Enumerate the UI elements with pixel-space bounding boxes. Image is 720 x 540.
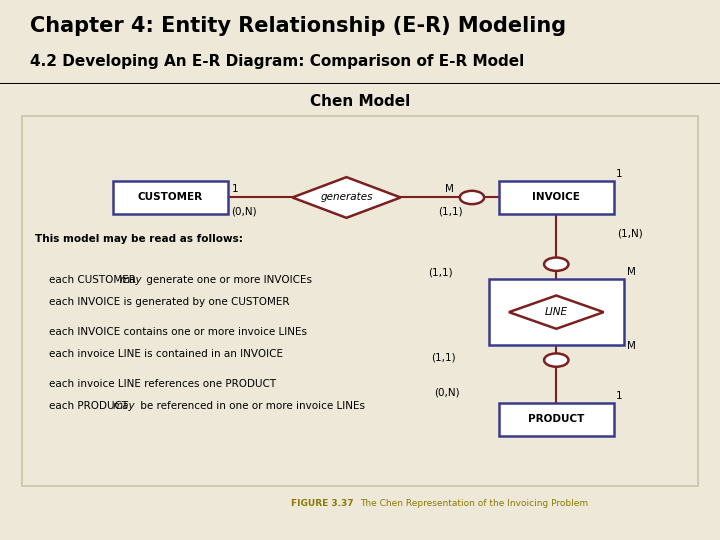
Bar bbox=[499, 181, 614, 214]
Text: (1,1): (1,1) bbox=[438, 206, 462, 216]
Text: Chen Model: Chen Model bbox=[310, 94, 410, 109]
Circle shape bbox=[460, 191, 484, 204]
Text: each INVOICE contains one or more invoice LINEs: each INVOICE contains one or more invoic… bbox=[49, 327, 307, 337]
Text: each invoice LINE references one PRODUCT: each invoice LINE references one PRODUCT bbox=[49, 379, 276, 389]
Text: M: M bbox=[445, 184, 454, 194]
Text: 1: 1 bbox=[231, 184, 238, 194]
Text: 1: 1 bbox=[616, 391, 623, 401]
Bar bbox=[499, 403, 614, 436]
Circle shape bbox=[544, 353, 569, 367]
Text: Chapter 4: Entity Relationship (E-R) Modeling: Chapter 4: Entity Relationship (E-R) Mod… bbox=[30, 16, 566, 36]
Text: The Chen Representation of the Invoicing Problem: The Chen Representation of the Invoicing… bbox=[360, 498, 588, 508]
Text: (1,N): (1,N) bbox=[617, 228, 643, 238]
Text: may: may bbox=[113, 401, 135, 411]
Text: INVOICE: INVOICE bbox=[532, 192, 580, 202]
Text: (0,N): (0,N) bbox=[434, 387, 460, 397]
Text: each CUSTOMER: each CUSTOMER bbox=[49, 275, 139, 285]
Text: be referenced in one or more invoice LINEs: be referenced in one or more invoice LIN… bbox=[137, 401, 364, 411]
Polygon shape bbox=[292, 177, 400, 218]
Text: each PRODUCT: each PRODUCT bbox=[49, 401, 131, 411]
Text: CUSTOMER: CUSTOMER bbox=[138, 192, 203, 202]
Text: 1: 1 bbox=[616, 169, 623, 179]
Circle shape bbox=[544, 258, 569, 271]
Text: (1,1): (1,1) bbox=[428, 267, 452, 277]
Polygon shape bbox=[509, 295, 603, 329]
Text: PRODUCT: PRODUCT bbox=[528, 414, 585, 424]
Text: each INVOICE is generated by one CUSTOMER: each INVOICE is generated by one CUSTOME… bbox=[49, 298, 289, 307]
Text: This model may be read as follows:: This model may be read as follows: bbox=[35, 234, 243, 245]
Text: M: M bbox=[627, 341, 636, 351]
Text: generate one or more INVOICEs: generate one or more INVOICEs bbox=[143, 275, 312, 285]
Text: M: M bbox=[627, 267, 636, 277]
Bar bbox=[489, 279, 624, 346]
Bar bbox=[113, 181, 228, 214]
Text: (0,N): (0,N) bbox=[231, 206, 257, 216]
Text: may: may bbox=[120, 275, 143, 285]
Text: FIGURE 3.37: FIGURE 3.37 bbox=[291, 498, 360, 508]
Text: 4.2 Developing An E-R Diagram: Comparison of E-R Model: 4.2 Developing An E-R Diagram: Compariso… bbox=[30, 54, 524, 69]
Text: LINE: LINE bbox=[545, 307, 568, 317]
Text: (1,1): (1,1) bbox=[431, 352, 456, 362]
Text: each invoice LINE is contained in an INVOICE: each invoice LINE is contained in an INV… bbox=[49, 349, 283, 359]
Text: generates: generates bbox=[320, 192, 373, 202]
